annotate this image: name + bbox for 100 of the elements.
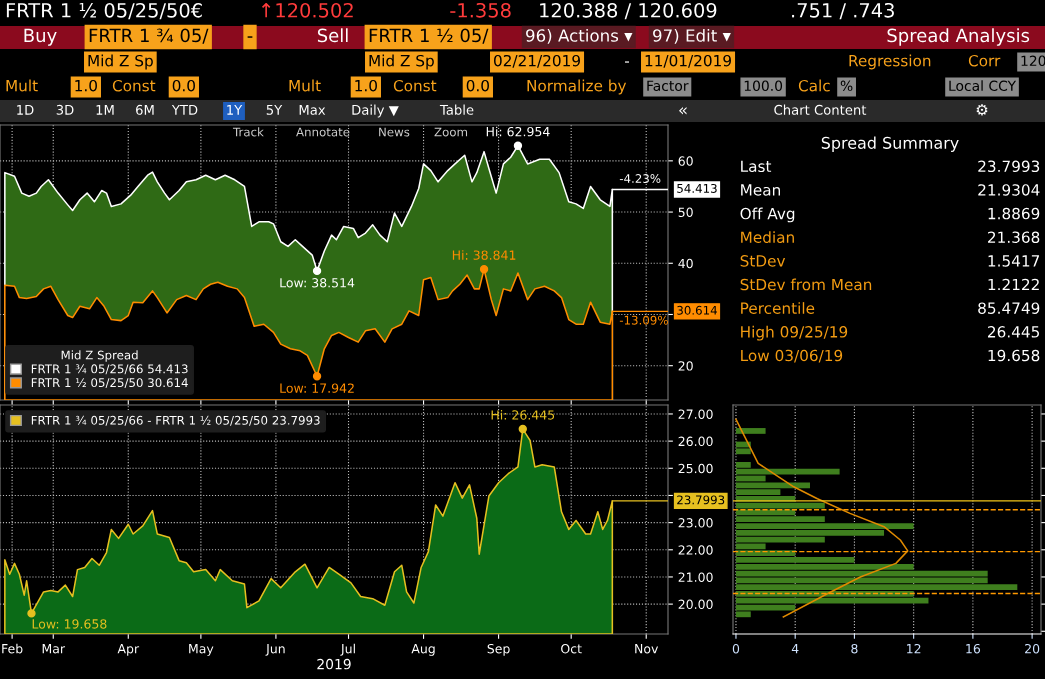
legend-title: Mid Z Spread (61, 350, 138, 362)
text: .751 / .743 (792, 2, 894, 20)
text: 02/21/2019 (494, 54, 580, 68)
annotation: Hi: 26.445 (491, 410, 555, 420)
text: Spread Summary (821, 136, 959, 152)
text: 1.8869 (988, 207, 1040, 220)
x-tick-label: 4 (791, 644, 799, 654)
text: Regression (849, 54, 931, 70)
text: 96) Actions ▾ (526, 28, 633, 44)
text: 3D (56, 104, 74, 115)
text: ↑120.502 (261, 2, 353, 18)
legend-label: FRTR 1 ¾ 05/25/66 - FRTR 1 ½ 05/25/50 23.7993 (31, 415, 320, 426)
y-tick-label: 21.00 (678, 572, 713, 582)
x-tick-label: Feb (2, 643, 23, 654)
text: Const (393, 79, 437, 92)
text: 97) Edit ▾ (653, 28, 731, 44)
text: ⚙ (976, 104, 988, 116)
y-tick-label: 25.00 (678, 463, 713, 474)
x-tick-label: 16 (966, 643, 981, 654)
text: Off Avg (740, 207, 795, 223)
text: 1M (96, 105, 114, 115)
text: 1.0 (75, 79, 97, 92)
text: FRTR 1 ½ 05/25/50€ (6, 2, 202, 20)
text: Mid Z Sp (88, 54, 153, 70)
annotation: Low: 19.658 (32, 619, 107, 629)
text: % (840, 80, 853, 92)
annotation: -13.09% (619, 315, 668, 325)
text: Median (741, 231, 794, 244)
text: Corr (968, 54, 1001, 67)
annotation: Hi: 62.954 (486, 126, 550, 137)
y-tick-label: 40 (678, 258, 693, 269)
text: - (624, 61, 630, 63)
y-tick-label: 20 (678, 361, 693, 371)
text: 21.9304 (978, 184, 1040, 196)
text: 30.614 (677, 305, 717, 315)
text: 23.7993 (978, 160, 1040, 173)
x-tick-label: 12 (907, 643, 921, 654)
x-tick-label: Jul (340, 643, 355, 656)
text: 19.658 (988, 349, 1040, 362)
text: 21.368 (988, 231, 1040, 244)
text: 1.0 (355, 79, 377, 92)
x-tick-label: 0 (732, 643, 740, 654)
x-tick-label: Apr (117, 644, 140, 656)
y-tick-label: 60 (678, 156, 693, 166)
text: 100.0 (744, 80, 783, 92)
text: 54.413 (677, 183, 717, 193)
text: 0.0 (172, 79, 195, 92)
annotation: Low: 17.942 (280, 383, 354, 393)
text: Last (741, 160, 772, 173)
x-tick-label: Aug (411, 644, 435, 656)
point (513, 141, 523, 150)
text: Chart Content (774, 104, 867, 115)
text: Calc (798, 79, 830, 92)
text: Max (299, 105, 326, 115)
x-tick-label: 8 (851, 643, 858, 654)
annotation: Track (232, 127, 264, 137)
text: Sell (317, 28, 348, 43)
point (312, 266, 322, 276)
text: Mult (289, 79, 321, 92)
y-tick-label: 50 (678, 207, 693, 217)
annotation: Hi: 38.841 (452, 250, 516, 260)
y-tick-label: 20.00 (678, 599, 713, 610)
text: Local CCY (949, 80, 1017, 92)
y-tick-label: 23.00 (678, 518, 713, 528)
legend-label: FRTR 1 ¾ 05/25/66 54.413 (31, 364, 188, 375)
annotation: Low: 38.514 (280, 278, 355, 288)
text: High 09/25/19 (741, 325, 848, 341)
point (312, 372, 322, 381)
annotation: News (379, 127, 410, 137)
text: 11/01/2019 (645, 54, 731, 68)
annotation: -4.23% (619, 174, 661, 183)
y-tick-label: 26.00 (678, 436, 713, 447)
x-axis-title: 2019 (317, 658, 351, 670)
x-tick-label: Nov (635, 644, 659, 654)
text: 1D (17, 105, 34, 115)
text: StDev (740, 255, 786, 267)
text: 120.388 / 120.609 (540, 2, 717, 20)
text: Mid Z Sp (369, 54, 434, 70)
text: 23.7993 (677, 495, 725, 505)
text: StDev from Mean (740, 278, 872, 291)
text: Factor (647, 80, 689, 92)
text: Normalize by (527, 79, 627, 95)
annotation: Annotate (296, 127, 350, 137)
text: 5Y (266, 105, 283, 115)
text: Daily ▼ (352, 104, 399, 118)
text: 26.445 (988, 326, 1040, 338)
text: Mean (741, 184, 780, 196)
x-tick-label: Mar (42, 644, 66, 654)
legend-label: FRTR 1 ½ 05/25/50 30.614 (31, 378, 188, 389)
x-tick-label: May (189, 644, 214, 656)
text: YTD (171, 105, 198, 115)
x-tick-label: Sep (487, 643, 510, 656)
text: 85.4749 (978, 302, 1040, 314)
point (479, 265, 489, 274)
y-tick-label: 27.00 (678, 409, 713, 419)
text: « (679, 106, 687, 115)
x-tick-label: Jun (265, 644, 285, 656)
text: 1Y (227, 105, 243, 115)
text: - (247, 36, 253, 38)
y-tick-label: 22.00 (678, 545, 713, 555)
